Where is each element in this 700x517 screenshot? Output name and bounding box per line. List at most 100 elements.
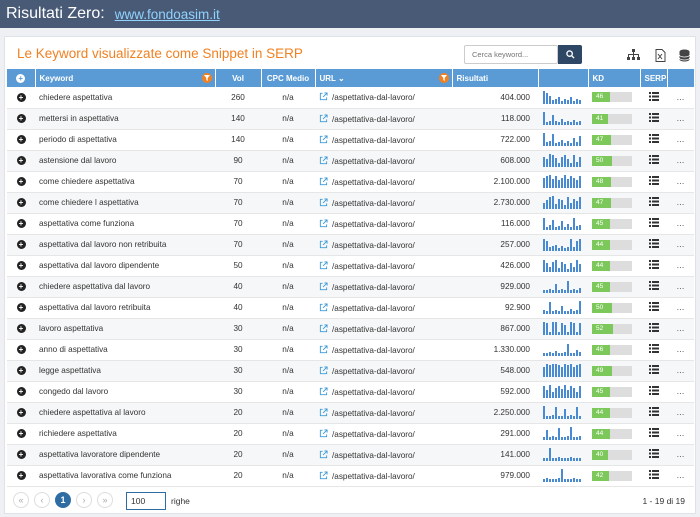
external-link-icon[interactable] (319, 302, 328, 312)
plus-circle-icon[interactable]: + (16, 450, 26, 459)
more-icon[interactable]: … (676, 429, 685, 438)
plus-circle-icon[interactable]: + (16, 219, 26, 228)
url-cell[interactable]: /aspettativa-dal-lavoro/ (315, 129, 452, 151)
more-cell[interactable]: … (667, 318, 694, 340)
search-input[interactable] (464, 45, 558, 64)
page-1-button[interactable]: 1 (55, 492, 71, 508)
external-link-icon[interactable] (319, 449, 328, 459)
search-button[interactable] (558, 45, 582, 64)
more-icon[interactable]: … (676, 219, 685, 228)
excel-export-icon[interactable] (653, 48, 667, 62)
external-link-icon[interactable] (319, 260, 328, 270)
external-link-icon[interactable] (319, 344, 328, 354)
plus-circle-icon[interactable]: + (16, 303, 26, 312)
more-cell[interactable]: … (667, 465, 694, 487)
page-size-input[interactable] (126, 492, 166, 510)
list-icon[interactable] (648, 91, 659, 101)
list-icon[interactable] (648, 134, 659, 143)
filter-icon[interactable] (438, 73, 449, 83)
more-icon[interactable]: … (676, 114, 685, 123)
plus-circle-icon[interactable]: + (16, 240, 26, 249)
more-icon[interactable]: … (676, 408, 685, 417)
more-cell[interactable]: … (667, 129, 694, 151)
expand-cell[interactable]: + (7, 129, 35, 151)
plus-circle-icon[interactable]: + (16, 114, 26, 123)
sitemap-icon[interactable] (626, 48, 640, 62)
serp-cell[interactable] (640, 444, 667, 466)
more-icon[interactable]: … (676, 303, 685, 312)
url-cell[interactable]: /aspettativa-dal-lavoro/ (315, 381, 452, 403)
first-page-button[interactable]: « (13, 492, 29, 508)
column-vol[interactable]: Vol (215, 69, 262, 87)
plus-circle-icon[interactable]: + (16, 366, 26, 375)
expand-cell[interactable]: + (7, 423, 35, 445)
list-icon[interactable] (648, 155, 659, 164)
external-link-icon[interactable] (319, 407, 328, 417)
external-link-icon[interactable] (319, 197, 328, 207)
list-icon[interactable] (648, 449, 659, 458)
more-icon[interactable]: … (676, 324, 685, 333)
expand-cell[interactable]: + (7, 87, 35, 109)
more-cell[interactable]: … (667, 150, 694, 172)
more-icon[interactable]: … (676, 135, 685, 144)
column-serp[interactable]: SERP (640, 69, 668, 87)
more-cell[interactable]: … (667, 213, 694, 235)
list-icon[interactable] (648, 365, 659, 374)
serp-cell[interactable] (640, 234, 667, 256)
plus-circle-icon[interactable]: + (16, 177, 26, 186)
list-icon[interactable] (648, 407, 659, 416)
expand-cell[interactable]: + (7, 234, 35, 256)
more-cell[interactable]: … (667, 192, 694, 214)
list-icon[interactable] (648, 323, 659, 332)
database-icon[interactable] (677, 48, 691, 62)
external-link-icon[interactable] (319, 113, 328, 123)
url-cell[interactable]: /aspettativa-dal-lavoro/ (315, 87, 452, 109)
url-cell[interactable]: /aspettativa-dal-lavoro/ (315, 444, 452, 466)
plus-circle-icon[interactable]: + (16, 345, 26, 354)
expand-cell[interactable]: + (7, 318, 35, 340)
external-link-icon[interactable] (319, 428, 328, 438)
url-cell[interactable]: /aspettativa-dal-lavoro/ (315, 255, 452, 277)
expand-cell[interactable]: + (7, 255, 35, 277)
list-icon[interactable] (648, 386, 659, 395)
expand-cell[interactable]: + (7, 108, 35, 130)
url-cell[interactable]: /aspettativa-dal-lavoro/ (315, 192, 452, 214)
list-icon[interactable] (648, 281, 659, 290)
url-cell[interactable]: /aspettativa-dal-lavoro/ (315, 360, 452, 382)
column-results[interactable]: Risultati (452, 69, 539, 87)
external-link-icon[interactable] (319, 92, 328, 101)
list-icon[interactable] (648, 239, 659, 248)
expand-cell[interactable]: + (7, 381, 35, 403)
plus-circle-icon[interactable]: + (16, 408, 26, 417)
list-icon[interactable] (648, 113, 659, 122)
external-link-icon[interactable] (319, 134, 328, 144)
more-cell[interactable]: … (667, 87, 694, 109)
external-link-icon[interactable] (319, 176, 328, 186)
expand-cell[interactable]: + (7, 339, 35, 361)
serp-cell[interactable] (640, 171, 667, 193)
more-icon[interactable]: … (676, 366, 685, 375)
expand-cell[interactable]: + (7, 276, 35, 298)
url-cell[interactable]: /aspettativa-dal-lavoro/ (315, 150, 452, 172)
more-icon[interactable]: … (676, 282, 685, 291)
plus-circle-icon[interactable]: + (16, 135, 26, 144)
serp-cell[interactable] (640, 129, 667, 151)
serp-cell[interactable] (640, 87, 667, 109)
filter-icon[interactable] (201, 73, 212, 83)
external-link-icon[interactable] (319, 218, 328, 228)
plus-circle-icon[interactable]: + (16, 198, 26, 207)
more-cell[interactable]: … (667, 360, 694, 382)
url-cell[interactable]: /aspettativa-dal-lavoro/ (315, 234, 452, 256)
more-icon[interactable]: … (676, 177, 685, 186)
serp-cell[interactable] (640, 192, 667, 214)
url-cell[interactable]: /aspettativa-dal-lavoro/ (315, 423, 452, 445)
url-cell[interactable]: /aspettativa-dal-lavoro/ (315, 171, 452, 193)
list-icon[interactable] (648, 197, 659, 206)
external-link-icon[interactable] (319, 239, 328, 249)
more-icon[interactable]: … (676, 387, 685, 396)
external-link-icon[interactable] (319, 281, 328, 291)
serp-cell[interactable] (640, 297, 667, 319)
more-cell[interactable]: … (667, 339, 694, 361)
more-icon[interactable]: … (676, 450, 685, 459)
more-icon[interactable]: … (676, 240, 685, 249)
